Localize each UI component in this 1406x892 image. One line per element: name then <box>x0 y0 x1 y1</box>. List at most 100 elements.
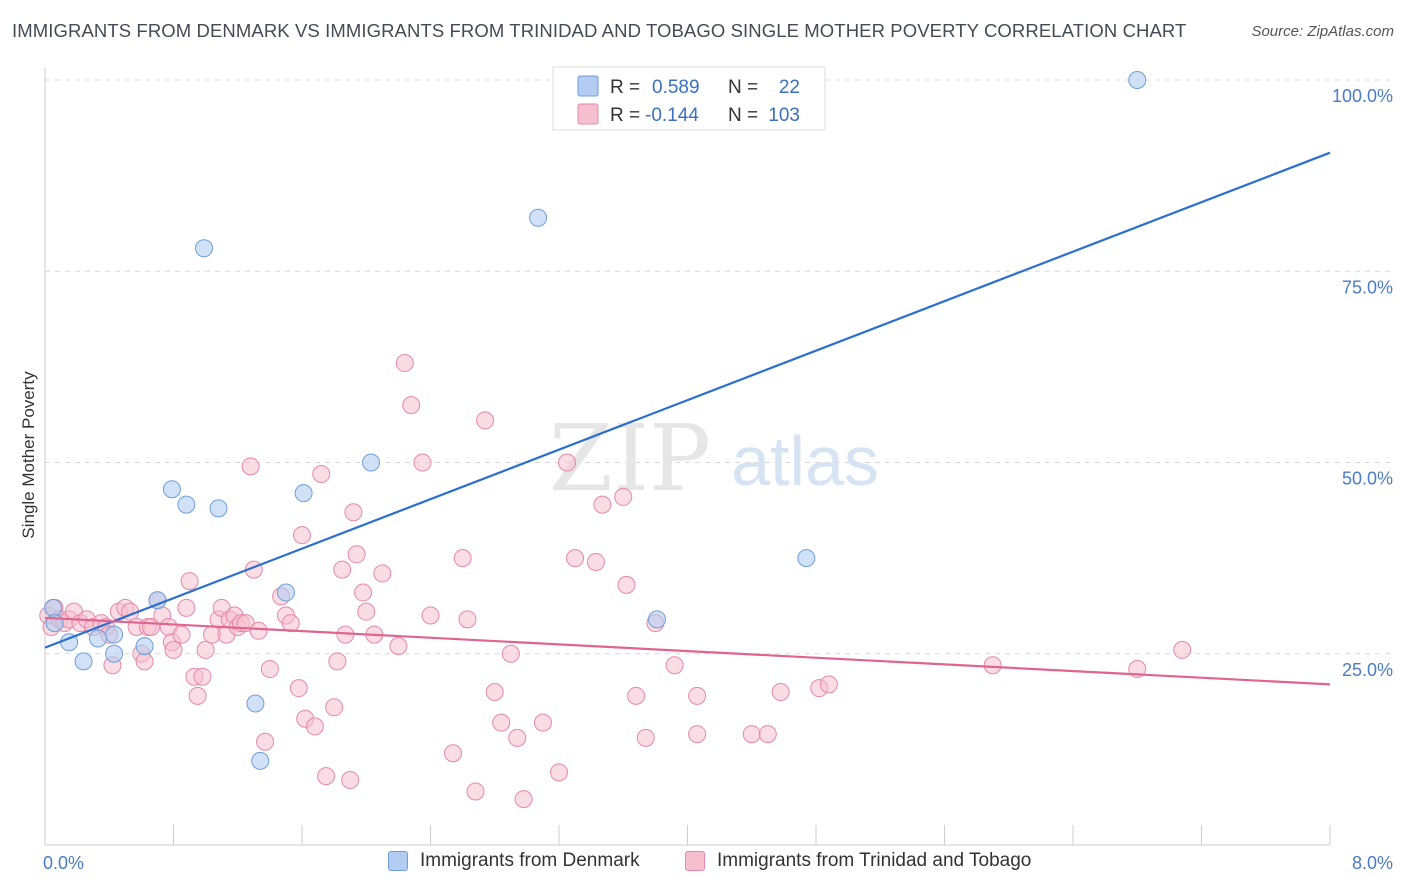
data-point-trinidad <box>188 686 207 705</box>
data-point-trinidad <box>983 656 1002 675</box>
tick-labels: 25.0% 50.0% 75.0% 100.0% 0.0% 8.0% <box>43 86 1393 873</box>
legend-label-trinidad: Immigrants from Trinidad and Tobago <box>717 850 1032 871</box>
data-point-trinidad <box>249 621 268 640</box>
data-point-trinidad <box>514 790 533 809</box>
data-point-trinidad <box>501 644 520 663</box>
data-point-trinidad <box>476 411 495 430</box>
legend-n-label: N = <box>728 77 758 98</box>
data-point-trinidad <box>196 640 215 659</box>
data-point-trinidad <box>586 552 605 571</box>
y-tick-label: 25.0% <box>1342 660 1393 680</box>
data-point-trinidad <box>373 564 392 583</box>
data-point-trinidad <box>289 679 308 698</box>
data-point-trinidad <box>533 713 552 732</box>
data-point-denmark <box>797 549 816 568</box>
data-point-trinidad <box>344 503 363 522</box>
data-point-trinidad <box>357 602 376 621</box>
data-point-denmark <box>105 644 124 663</box>
trendlines <box>44 151 1331 686</box>
trendline-trinidad <box>44 616 1331 686</box>
data-point-trinidad <box>742 725 761 744</box>
data-point-trinidad <box>485 683 504 701</box>
data-point-trinidad <box>614 487 633 506</box>
y-tick-label: 50.0% <box>1342 469 1393 489</box>
legend-n-label: N = <box>728 105 758 126</box>
data-point-trinidad <box>413 453 432 472</box>
source-label: Source: ZipAtlas.com <box>1251 23 1394 40</box>
data-point-trinidad <box>317 767 336 786</box>
data-point-trinidad <box>665 656 684 675</box>
legend-swatch-trinidad <box>685 851 705 871</box>
data-point-denmark <box>1128 71 1147 89</box>
data-point-denmark <box>135 637 154 656</box>
data-point-trinidad <box>688 725 707 744</box>
data-point-trinidad <box>627 686 646 705</box>
legend-swatch-trinidad <box>577 103 599 125</box>
data-point-denmark <box>276 583 295 602</box>
x-tick-label: 8.0% <box>1352 853 1393 873</box>
data-point-denmark <box>362 453 381 472</box>
data-point-trinidad <box>293 526 311 545</box>
legend-r-value: -0.144 <box>645 105 699 126</box>
data-point-trinidad <box>421 606 440 625</box>
data-point-trinidad <box>341 770 360 789</box>
data-point-trinidad <box>550 763 568 782</box>
data-point-trinidad <box>180 572 199 591</box>
legend-n-value: 22 <box>779 77 800 98</box>
data-point-trinidad <box>260 660 279 679</box>
data-point-trinidad <box>256 732 275 751</box>
data-point-trinidad <box>305 717 324 736</box>
series-trinidad-points <box>39 354 1192 809</box>
bottom-legend: Immigrants from Denmark Immigrants from … <box>0 850 1406 880</box>
data-point-trinidad <box>819 675 838 694</box>
legend-item-trinidad[interactable]: Immigrants from Trinidad and Tobago <box>685 850 1031 872</box>
watermark-atlas: atlas <box>731 422 879 500</box>
legend-r-label: R = <box>610 77 640 98</box>
data-point-denmark <box>162 480 181 499</box>
legend-item-denmark[interactable]: Immigrants from Denmark <box>388 850 640 872</box>
data-point-trinidad <box>164 640 183 659</box>
data-point-denmark <box>251 751 270 770</box>
y-axis-label: Single Mother Poverty <box>19 371 38 539</box>
data-point-trinidad <box>508 728 527 747</box>
data-point-denmark <box>294 484 313 503</box>
data-point-trinidad <box>395 354 414 373</box>
data-point-trinidad <box>354 583 373 602</box>
watermark: ZIP atlas <box>549 405 879 512</box>
data-point-trinidad <box>771 683 790 701</box>
legend-swatch-denmark <box>577 75 599 97</box>
data-point-trinidad <box>333 560 352 579</box>
data-point-trinidad <box>453 549 472 568</box>
chart-title: IMMIGRANTS FROM DENMARK VS IMMIGRANTS FR… <box>12 20 1187 41</box>
data-point-trinidad <box>492 713 511 732</box>
y-tick-label: 75.0% <box>1342 277 1393 297</box>
data-point-denmark <box>177 495 196 514</box>
legend-swatch-denmark <box>388 851 408 871</box>
data-point-trinidad <box>593 495 612 514</box>
data-point-trinidad <box>458 610 477 629</box>
data-point-trinidad <box>135 652 154 671</box>
series-denmark-points <box>44 71 1147 770</box>
data-point-trinidad <box>558 453 577 472</box>
data-point-trinidad <box>758 725 777 744</box>
data-point-denmark <box>195 239 214 258</box>
data-point-trinidad <box>328 652 347 671</box>
data-point-trinidad <box>177 598 196 617</box>
trendline-denmark <box>44 151 1331 649</box>
data-point-trinidad <box>347 545 366 564</box>
data-point-denmark <box>647 610 666 629</box>
data-point-trinidad <box>566 549 585 568</box>
x-tick-label: 0.0% <box>43 853 84 873</box>
stats-legend: R = 0.589 N = 22 R = -0.144 N = 103 <box>552 66 826 131</box>
data-point-denmark <box>74 652 93 671</box>
data-point-trinidad <box>443 744 462 763</box>
data-point-denmark <box>209 499 228 518</box>
data-point-trinidad <box>402 396 421 415</box>
data-point-trinidad <box>636 728 655 747</box>
data-point-trinidad <box>172 625 191 644</box>
data-point-trinidad <box>281 614 300 633</box>
axes <box>44 68 1331 846</box>
legend-r-label: R = <box>610 105 640 126</box>
data-point-trinidad <box>389 637 408 656</box>
data-point-trinidad <box>1173 640 1192 659</box>
